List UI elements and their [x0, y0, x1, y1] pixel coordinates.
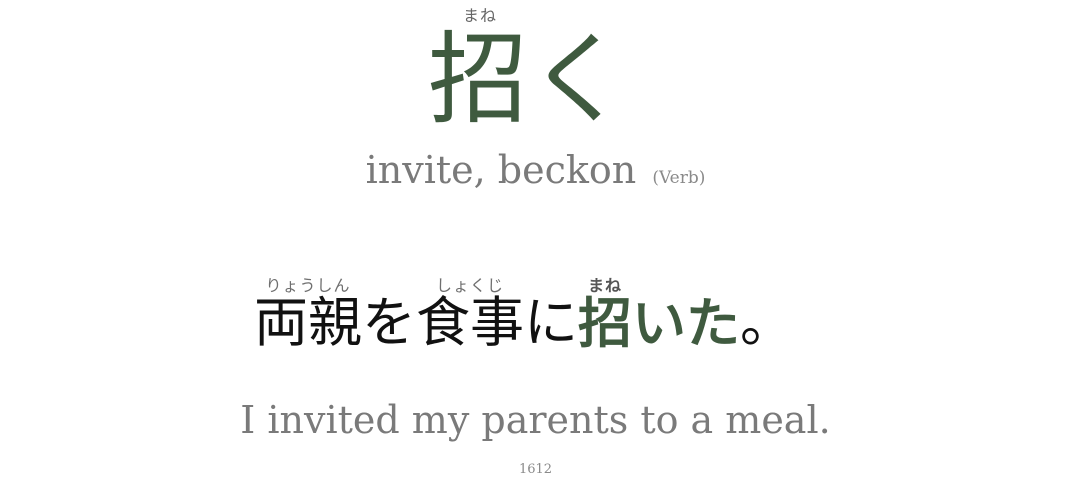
meaning-text: invite, beckon — [365, 148, 637, 192]
card-number: 1612 — [518, 462, 553, 477]
sentence-segment-target: まね招 — [578, 270, 632, 356]
segment-furigana: まね — [587, 276, 622, 295]
vocab-meaning: invite, beckon (Verb) — [0, 148, 1071, 192]
example-sentence: りょうしん 両親をしょくじ 食事にまね招いた。 — [254, 270, 794, 360]
part-of-speech: (Verb) — [652, 168, 706, 188]
vocab-okurigana: く — [528, 21, 628, 138]
sentence-segment: 。 — [740, 270, 794, 356]
sentence-segment: りょうしん 両親 — [254, 270, 362, 356]
sentence-segment: しょくじ 食事 — [416, 270, 524, 356]
sentence-segment: を — [362, 270, 416, 356]
sentence-translation: I invited my parents to a meal. — [240, 398, 831, 442]
vocab-furigana: まね — [462, 6, 497, 25]
vocab-kanji: 招 — [428, 21, 528, 138]
segment-text: 。 — [740, 291, 794, 354]
segment-text: 両親 — [254, 291, 362, 354]
segment-furigana: しょくじ — [435, 276, 504, 295]
segment-text: いた — [632, 291, 740, 355]
segment-text: 招 — [578, 291, 632, 355]
sentence-segment: に — [524, 270, 578, 356]
sentence-segment-target: いた — [632, 270, 740, 356]
segment-text: に — [524, 291, 578, 354]
segment-text: を — [362, 291, 416, 354]
vocab-word: 招く — [428, 20, 628, 140]
segment-furigana: りょうしん — [265, 276, 351, 295]
segment-text: 食事 — [416, 291, 524, 354]
